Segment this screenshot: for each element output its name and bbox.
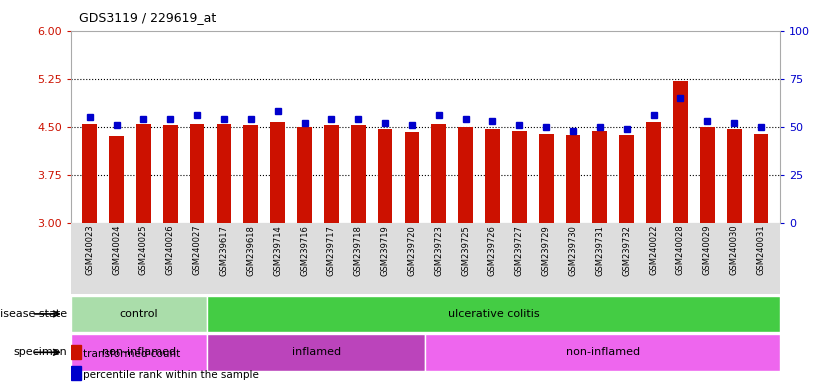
Bar [646, 122, 661, 223]
Bar [565, 135, 580, 223]
Text: GDS3119 / 229619_at: GDS3119 / 229619_at [79, 12, 217, 25]
Bar [109, 136, 124, 223]
Bar [592, 131, 607, 223]
Bar [431, 124, 446, 223]
Bar [512, 131, 527, 223]
Bar [71, 296, 207, 332]
Text: percentile rank within the sample: percentile rank within the sample [83, 370, 259, 380]
Text: GSM239731: GSM239731 [595, 225, 605, 276]
Text: disease state: disease state [0, 309, 67, 319]
Bar [71, 334, 207, 371]
Text: GSM240026: GSM240026 [166, 225, 175, 275]
Bar [754, 134, 768, 223]
Text: transformed count: transformed count [83, 349, 181, 359]
Text: GSM239732: GSM239732 [622, 225, 631, 276]
Bar [378, 129, 393, 223]
Text: GSM240030: GSM240030 [730, 225, 739, 275]
Bar [351, 126, 365, 223]
Bar [539, 134, 554, 223]
Text: GSM239729: GSM239729 [541, 225, 550, 276]
Bar [673, 81, 688, 223]
Text: GSM239727: GSM239727 [515, 225, 524, 276]
Bar [700, 127, 715, 223]
Text: ulcerative colitis: ulcerative colitis [448, 309, 540, 319]
Text: GSM239618: GSM239618 [246, 225, 255, 276]
Bar [189, 124, 204, 223]
Bar [324, 125, 339, 223]
Text: specimen: specimen [13, 347, 67, 358]
Bar [297, 127, 312, 223]
Text: non-inflamed: non-inflamed [565, 347, 640, 358]
Bar [270, 122, 285, 223]
Text: GSM239717: GSM239717 [327, 225, 336, 276]
Bar [207, 334, 425, 371]
Text: GSM239725: GSM239725 [461, 225, 470, 276]
Text: GSM240028: GSM240028 [676, 225, 685, 275]
Text: GSM239726: GSM239726 [488, 225, 497, 276]
Text: GSM240025: GSM240025 [139, 225, 148, 275]
Bar [425, 334, 780, 371]
Bar [207, 296, 780, 332]
Bar [404, 132, 420, 223]
Text: non-inflamed: non-inflamed [102, 347, 176, 358]
Bar [458, 127, 473, 223]
Text: GSM239723: GSM239723 [435, 225, 443, 276]
Bar [71, 345, 81, 359]
Text: GSM239714: GSM239714 [274, 225, 282, 276]
Bar [485, 129, 500, 223]
Text: GSM240024: GSM240024 [112, 225, 121, 275]
Text: GSM239730: GSM239730 [569, 225, 577, 276]
Bar [244, 126, 259, 223]
Text: GSM240022: GSM240022 [649, 225, 658, 275]
Text: GSM239719: GSM239719 [380, 225, 389, 276]
Bar [136, 124, 151, 223]
Text: inflamed: inflamed [292, 347, 341, 358]
Bar [620, 135, 634, 223]
Text: GSM239720: GSM239720 [408, 225, 416, 276]
Bar [726, 129, 741, 223]
Bar [163, 126, 178, 223]
Bar [83, 124, 97, 223]
Text: GSM240029: GSM240029 [703, 225, 711, 275]
Text: GSM239716: GSM239716 [300, 225, 309, 276]
Text: GSM239718: GSM239718 [354, 225, 363, 276]
Text: GSM240027: GSM240027 [193, 225, 202, 275]
Text: control: control [120, 309, 158, 319]
Text: GSM240031: GSM240031 [756, 225, 766, 275]
Text: GSM239617: GSM239617 [219, 225, 229, 276]
Bar [217, 124, 231, 223]
Text: GSM240023: GSM240023 [85, 225, 94, 275]
Bar [71, 366, 81, 380]
